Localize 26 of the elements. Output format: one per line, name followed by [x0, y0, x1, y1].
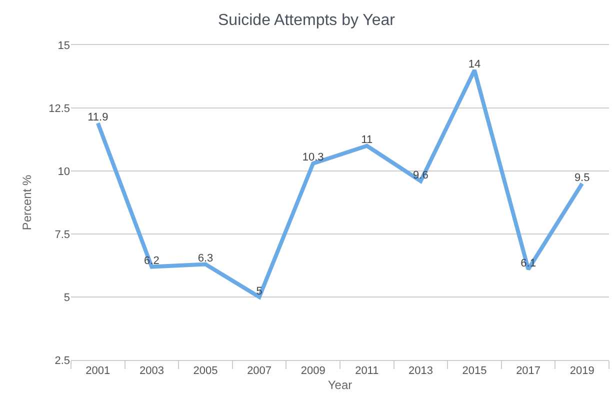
- y-tick-label: 15: [58, 40, 70, 52]
- x-tick-label: 2003: [139, 365, 164, 378]
- x-axis-title: Year: [328, 378, 352, 392]
- data-label: 9.6: [413, 169, 428, 182]
- y-tick-label: 10: [58, 166, 70, 178]
- data-label: 9.5: [574, 172, 590, 184]
- x-tick-label: 2015: [462, 365, 487, 378]
- x-tick-label: 2019: [570, 365, 594, 378]
- x-tick-label: 2001: [86, 365, 110, 378]
- y-tick-label: 2.5: [54, 354, 70, 367]
- x-tick-label: 2013: [408, 365, 433, 378]
- data-label: 11: [361, 134, 373, 146]
- x-tick-label: 2005: [193, 365, 218, 378]
- data-label: 6.3: [198, 252, 214, 264]
- y-tick-label: 7.5: [54, 228, 70, 241]
- y-axis-title: Percent %: [20, 174, 34, 230]
- data-label: 11.9: [88, 111, 108, 124]
- y-tick-label: 5: [64, 292, 70, 304]
- chart-title: Suicide Attempts by Year: [218, 12, 396, 30]
- x-tick-label: 2007: [247, 365, 272, 378]
- x-tick-label: 2017: [516, 365, 541, 378]
- y-tick-label: 12.5: [48, 102, 70, 115]
- x-tick-label: 2011: [355, 365, 379, 378]
- data-label: 10.3: [302, 152, 324, 164]
- x-tick-label: 2009: [300, 365, 326, 378]
- data-label: 14: [468, 58, 481, 70]
